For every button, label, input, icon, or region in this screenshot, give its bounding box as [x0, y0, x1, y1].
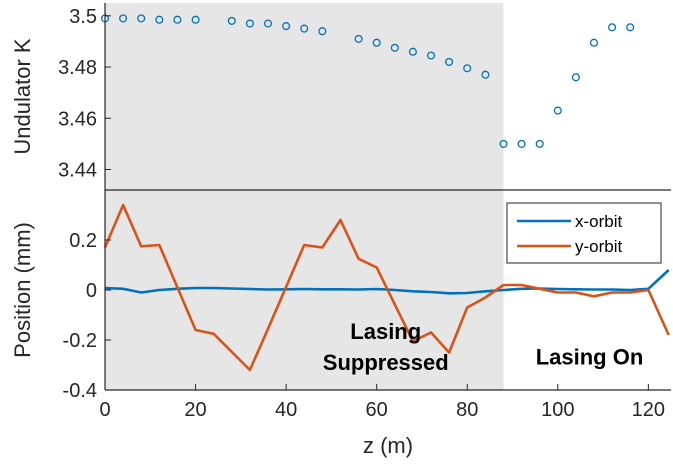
shaded-region-top	[105, 3, 504, 190]
legend-box	[506, 202, 662, 264]
series-line-x-orbit	[104, 269, 670, 295]
top-y-tick-label: 3.5	[69, 6, 97, 28]
undulator-k-point	[517, 139, 526, 148]
top-y-tick-label: 3.46	[58, 108, 97, 130]
bottom-y-tick-label: -0.4	[63, 380, 97, 402]
x-tick-label: 0	[99, 399, 110, 421]
undulator-k-point	[553, 106, 562, 115]
undulator-k-point	[263, 19, 273, 28]
undulator-k-point	[481, 70, 490, 79]
legend-label-y-orbit: y-orbit	[575, 237, 623, 256]
undulator-k-point	[571, 73, 580, 82]
undulator-k-point	[372, 38, 381, 47]
bottom-y-tick-label: -0.2	[63, 330, 97, 352]
x-tick-label: 40	[275, 399, 297, 421]
bottom-y-tick-label: 0	[86, 280, 97, 302]
undulator-k-point	[390, 43, 399, 52]
x-tick-label: 80	[456, 399, 478, 421]
undulator-k-point	[300, 24, 309, 33]
bottom-y-tick-label: 0.2	[69, 230, 97, 252]
undulator-k-point	[155, 15, 164, 24]
undulator-k-point	[408, 47, 417, 56]
legend-label-x-orbit: x-orbit	[575, 212, 623, 231]
undulator-k-point	[608, 23, 617, 32]
undulator-k-point	[318, 27, 327, 36]
series-line-y-orbit	[103, 203, 670, 372]
undulator-k-point	[445, 57, 454, 66]
undulator-k-point	[245, 19, 254, 28]
undulator-k-point	[426, 51, 436, 60]
undulator-k-point	[282, 22, 291, 31]
top-y-tick-label: 3.44	[58, 160, 97, 182]
x-tick-label: 20	[184, 399, 206, 421]
x-tick-label: 100	[541, 399, 574, 421]
top-y-tick-label: 3.48	[58, 57, 97, 79]
bottom-y-axis-label: Position (mm)	[10, 222, 35, 358]
undulator-k-point	[535, 139, 544, 148]
undulator-k-point	[589, 38, 599, 47]
annotation-lasing-suppressed: Lasing	[350, 319, 421, 344]
x-tick-label: 120	[632, 399, 665, 421]
undulator-k-point	[137, 14, 146, 23]
top-y-axis-label: Undulator K	[10, 38, 35, 155]
x-tick-label: 60	[366, 399, 388, 421]
undulator-k-point	[119, 14, 128, 23]
undulator-k-point	[173, 15, 182, 24]
undulator-k-point	[463, 64, 472, 73]
undulator-k-point	[354, 34, 363, 43]
undulator-k-point	[227, 16, 236, 25]
undulator-k-point	[191, 15, 200, 24]
annotation-lasing-on: Lasing On	[536, 344, 644, 369]
undulator-k-point	[626, 23, 635, 32]
x-axis-label: z (m)	[363, 433, 413, 458]
annotation-lasing-suppressed: Suppressed	[323, 350, 449, 375]
undulator-k-point	[499, 139, 508, 148]
